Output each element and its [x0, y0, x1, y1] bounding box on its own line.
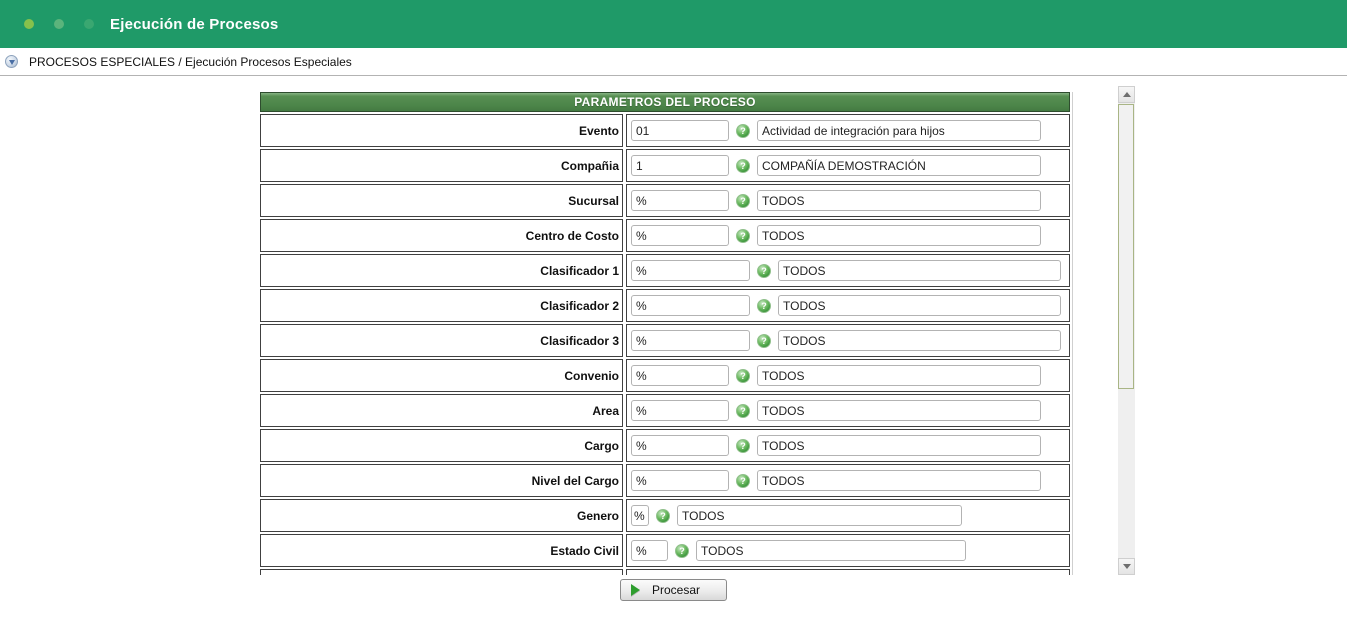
vertical-scrollbar[interactable]: [1118, 86, 1135, 575]
table-row: Evento ?: [260, 114, 1070, 147]
code-input[interactable]: [631, 295, 750, 316]
help-lookup-icon[interactable]: ?: [736, 403, 750, 418]
description-input[interactable]: [778, 295, 1061, 316]
menu-sphere-down-arrow-icon: [5, 55, 18, 68]
field-label: Clasificador 1: [540, 263, 619, 278]
header-dots: [0, 19, 94, 29]
process-params-form: PARAMETROS DEL PROCESO Evento ? Compañia…: [260, 92, 1070, 575]
process-button-label: Procesar: [652, 583, 701, 597]
code-input[interactable]: [631, 435, 729, 456]
table-row: Clasificador 2 ?: [260, 289, 1070, 322]
table-row: Clasificador 3 ?: [260, 324, 1070, 357]
green-dot-icon: [24, 19, 34, 29]
description-input[interactable]: [778, 330, 1061, 351]
description-input[interactable]: [757, 435, 1041, 456]
green-dot-icon: [84, 19, 94, 29]
form-title: PARAMETROS DEL PROCESO: [260, 92, 1070, 112]
help-lookup-icon[interactable]: ?: [757, 298, 771, 313]
code-input[interactable]: [631, 505, 649, 526]
field-label: Evento: [578, 123, 619, 138]
field-label: Cargo: [584, 438, 619, 453]
table-row: Nivel del Cargo ?: [260, 464, 1070, 497]
field-label: Clasificador 2: [540, 298, 619, 313]
description-input[interactable]: [696, 540, 966, 561]
table-outer-edge: [1072, 92, 1073, 575]
description-input[interactable]: [677, 505, 962, 526]
description-input[interactable]: [757, 400, 1041, 421]
description-input[interactable]: [757, 190, 1041, 211]
process-button[interactable]: Procesar: [620, 579, 727, 601]
help-lookup-icon[interactable]: ?: [757, 333, 771, 348]
code-input[interactable]: [631, 470, 729, 491]
field-label: Nivel del Cargo: [531, 473, 619, 488]
description-input[interactable]: [757, 225, 1041, 246]
help-lookup-icon[interactable]: ?: [736, 228, 750, 243]
breadcrumb: PROCESOS ESPECIALES / Ejecución Procesos…: [29, 54, 352, 69]
triangle-up-icon: [1122, 92, 1131, 97]
table-row: Clasificador 1 ?: [260, 254, 1070, 287]
table-row: Cargo ?: [260, 429, 1070, 462]
code-input[interactable]: [631, 330, 750, 351]
field-label: Convenio: [564, 368, 619, 383]
field-label: Clasificador 3: [540, 333, 619, 348]
table-row: Area ?: [260, 394, 1070, 427]
play-icon: [631, 584, 640, 596]
description-input[interactable]: [757, 155, 1041, 176]
description-input[interactable]: [757, 470, 1041, 491]
field-label: Genero: [576, 508, 619, 523]
scroll-up-button[interactable]: [1118, 86, 1135, 103]
green-dot-icon: [54, 19, 64, 29]
code-input[interactable]: [631, 120, 729, 141]
app-header: Ejecución de Procesos: [0, 0, 1347, 48]
scrollbar-thumb[interactable]: [1118, 104, 1134, 389]
code-input[interactable]: [631, 190, 729, 211]
field-label: Compañia: [560, 158, 619, 173]
page-title: Ejecución de Procesos: [110, 15, 279, 33]
description-input[interactable]: [757, 365, 1041, 386]
help-lookup-icon[interactable]: ?: [757, 263, 771, 278]
triangle-down-icon: [1122, 564, 1131, 569]
help-lookup-icon[interactable]: ?: [736, 473, 750, 488]
help-lookup-icon[interactable]: ?: [736, 123, 750, 138]
code-input[interactable]: [631, 225, 729, 246]
description-input[interactable]: [778, 260, 1061, 281]
table-row: Convenio ?: [260, 359, 1070, 392]
code-input[interactable]: [631, 260, 750, 281]
breadcrumb-bar: PROCESOS ESPECIALES / Ejecución Procesos…: [0, 48, 1347, 76]
field-label: Estado Civil: [550, 543, 619, 558]
code-input[interactable]: [631, 155, 729, 176]
code-input[interactable]: [631, 365, 729, 386]
help-lookup-icon[interactable]: ?: [736, 368, 750, 383]
table-row: Estado Civil ?: [260, 534, 1070, 567]
field-label: Centro de Costo: [525, 228, 619, 243]
help-lookup-icon[interactable]: ?: [736, 158, 750, 173]
table-row-clipped: [260, 569, 1070, 575]
form-rows: Evento ? Compañia ? Sucursal ? Centro de: [260, 114, 1070, 567]
field-label: Area: [592, 403, 619, 418]
code-input[interactable]: [631, 540, 668, 561]
field-label: Sucursal: [568, 193, 619, 208]
scroll-down-button[interactable]: [1118, 558, 1135, 575]
help-lookup-icon[interactable]: ?: [736, 193, 750, 208]
table-row: Genero ?: [260, 499, 1070, 532]
code-input[interactable]: [631, 400, 729, 421]
table-row: Compañia ?: [260, 149, 1070, 182]
description-input[interactable]: [757, 120, 1041, 141]
table-row: Centro de Costo ?: [260, 219, 1070, 252]
help-lookup-icon[interactable]: ?: [656, 508, 670, 523]
table-row: Sucursal ?: [260, 184, 1070, 217]
help-lookup-icon[interactable]: ?: [736, 438, 750, 453]
help-lookup-icon[interactable]: ?: [675, 543, 689, 558]
